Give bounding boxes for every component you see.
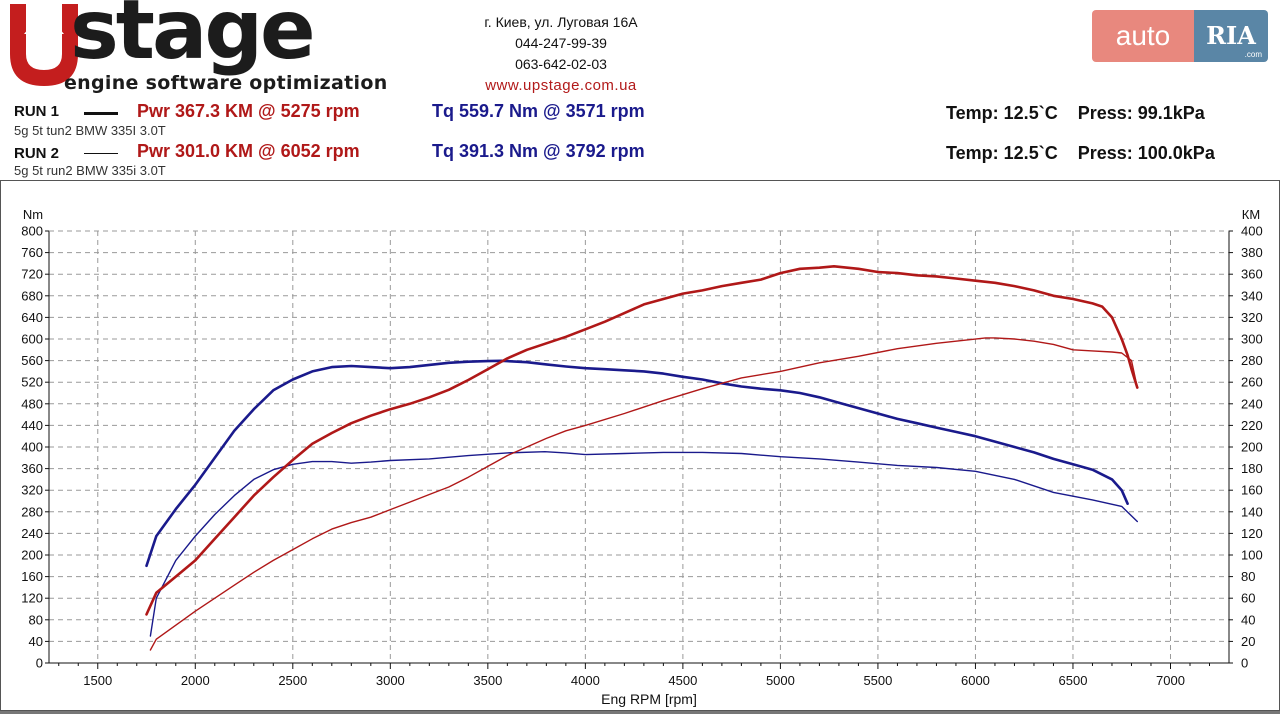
y-right-tick-label: 180 — [1241, 461, 1263, 476]
autoria-ria-text: RIA .com — [1194, 10, 1268, 62]
autoria-ria-label: RIA — [1206, 21, 1256, 50]
x-tick-label: 6000 — [961, 673, 990, 688]
phone-2: 063-642-02-03 — [515, 56, 607, 72]
run1-temp: Temp: 12.5`C — [946, 103, 1058, 123]
y-right-tick-label: 20 — [1241, 634, 1255, 649]
upstage-logo: stage engine software optimization — [6, 0, 416, 94]
run1-power: Pwr 367.3 KM @ 5275 rpm — [137, 101, 360, 121]
y-right-tick-label: 40 — [1241, 612, 1255, 627]
series-line-run-2-pwr — [149, 337, 1138, 651]
x-tick-label: 7000 — [1156, 673, 1185, 688]
autoria-auto-text: auto — [1092, 10, 1194, 62]
x-tick-label: 5500 — [863, 673, 892, 688]
y-left-tick-label: 760 — [21, 245, 43, 260]
phone-1: 044-247-99-39 — [515, 35, 607, 51]
logo-subtitle: engine software optimization — [64, 72, 388, 94]
upstage-u-arrow-icon — [10, 4, 78, 86]
x-tick-label: 4000 — [571, 673, 600, 688]
y-right-tick-label: 220 — [1241, 418, 1263, 433]
y-right-tick-label: 140 — [1241, 504, 1263, 519]
y-right-tick-label: 60 — [1241, 591, 1255, 606]
x-tick-label: 1500 — [83, 673, 112, 688]
y-left-tick-label: 560 — [21, 353, 43, 368]
website[interactable]: www.upstage.com.ua — [485, 77, 637, 94]
y-left-tick-label: 80 — [29, 612, 43, 627]
y-left-tick-label: 680 — [21, 288, 43, 303]
autoria-com-text: .com — [1244, 50, 1262, 59]
contact-block: г. Киев, ул. Луговая 16А 044-247-99-39 0… — [446, 12, 676, 96]
y-right-tick-label: 340 — [1241, 288, 1263, 303]
run2-temp: Temp: 12.5`C — [946, 143, 1058, 163]
series-line-run-2-tq — [149, 451, 1138, 637]
dyno-chart-panel: 0 40 80 120 160 200 240 280 320 360 400 440 480 520 56… — [0, 180, 1280, 711]
run2-label: RUN 2 — [14, 145, 60, 162]
y-right-tick-label: 380 — [1241, 245, 1263, 260]
autoria-badge: auto RIA .com — [1092, 10, 1268, 62]
y-left-tick-label: 720 — [21, 267, 43, 282]
run1-torque: Tq 559.7 Nm @ 3571 rpm — [432, 101, 645, 121]
y-right-axis-label: КМ — [1242, 207, 1260, 222]
y-left-axis-label: Nm — [23, 207, 43, 222]
logo-text: stage — [70, 0, 316, 78]
y-right-tick-label: 400 — [1241, 224, 1263, 239]
y-right-tick-label: 280 — [1241, 353, 1263, 368]
run2-description: 5g 5t run2 BMW 335i 3.0T — [14, 163, 166, 178]
y-left-tick-label: 640 — [21, 310, 43, 325]
y-right-tick-label: 300 — [1241, 332, 1263, 347]
y-right-tick-label: 260 — [1241, 375, 1263, 390]
run1-conditions: Temp: 12.5`C Press: 99.1kPa — [946, 103, 1205, 124]
run2-power: Pwr 301.0 KM @ 6052 rpm — [137, 141, 360, 161]
x-tick-label: 6500 — [1059, 673, 1088, 688]
run1-press: Press: 99.1kPa — [1077, 103, 1205, 123]
dyno-chart: 0408012016020024028032036040044048052056… — [21, 207, 1263, 707]
series-line-run-1-tq — [145, 359, 1129, 568]
y-left-tick-label: 40 — [29, 634, 43, 649]
y-right-tick-label: 120 — [1241, 526, 1263, 541]
y-right-tick-label: 240 — [1241, 396, 1263, 411]
y-left-tick-label: 160 — [21, 569, 43, 584]
run1-line-sample — [84, 112, 118, 115]
y-left-tick-label: 120 — [21, 591, 43, 606]
run2-press: Press: 100.0kPa — [1077, 143, 1215, 163]
y-left-tick-label: 240 — [21, 526, 43, 541]
y-right-tick-label: 0 — [1241, 656, 1248, 671]
run1-description: 5g 5t tun2 BMW 335I 3.0T — [14, 123, 166, 138]
x-tick-label: 2500 — [278, 673, 307, 688]
y-left-tick-label: 480 — [21, 396, 43, 411]
y-right-tick-label: 360 — [1241, 267, 1263, 282]
y-left-tick-label: 0 — [36, 656, 43, 671]
y-right-tick-label: 200 — [1241, 440, 1263, 455]
x-tick-label: 2000 — [181, 673, 210, 688]
y-left-tick-label: 400 — [21, 440, 43, 455]
series-line-run-1-pwr — [145, 265, 1139, 616]
y-left-tick-label: 800 — [21, 224, 43, 239]
y-left-tick-label: 440 — [21, 418, 43, 433]
y-right-tick-label: 320 — [1241, 310, 1263, 325]
run2-line-sample — [84, 153, 118, 155]
run2-torque: Tq 391.3 Nm @ 3792 rpm — [432, 141, 645, 161]
run2-conditions: Temp: 12.5`C Press: 100.0kPa — [946, 143, 1215, 164]
y-left-tick-label: 320 — [21, 483, 43, 498]
bottom-divider — [0, 711, 1280, 714]
y-left-tick-label: 280 — [21, 504, 43, 519]
y-right-tick-label: 160 — [1241, 483, 1263, 498]
run1-label: RUN 1 — [14, 103, 60, 120]
x-tick-label: 5000 — [766, 673, 795, 688]
x-axis-label: Eng RPM [rpm] — [601, 691, 697, 707]
y-right-tick-label: 80 — [1241, 569, 1255, 584]
y-left-tick-label: 520 — [21, 375, 43, 390]
address: г. Киев, ул. Луговая 16А — [484, 14, 638, 30]
y-left-tick-label: 200 — [21, 548, 43, 563]
x-tick-label: 3500 — [473, 673, 502, 688]
x-tick-label: 3000 — [376, 673, 405, 688]
y-left-tick-label: 600 — [21, 332, 43, 347]
x-tick-label: 4500 — [668, 673, 697, 688]
y-left-tick-label: 360 — [21, 461, 43, 476]
y-right-tick-label: 100 — [1241, 548, 1263, 563]
